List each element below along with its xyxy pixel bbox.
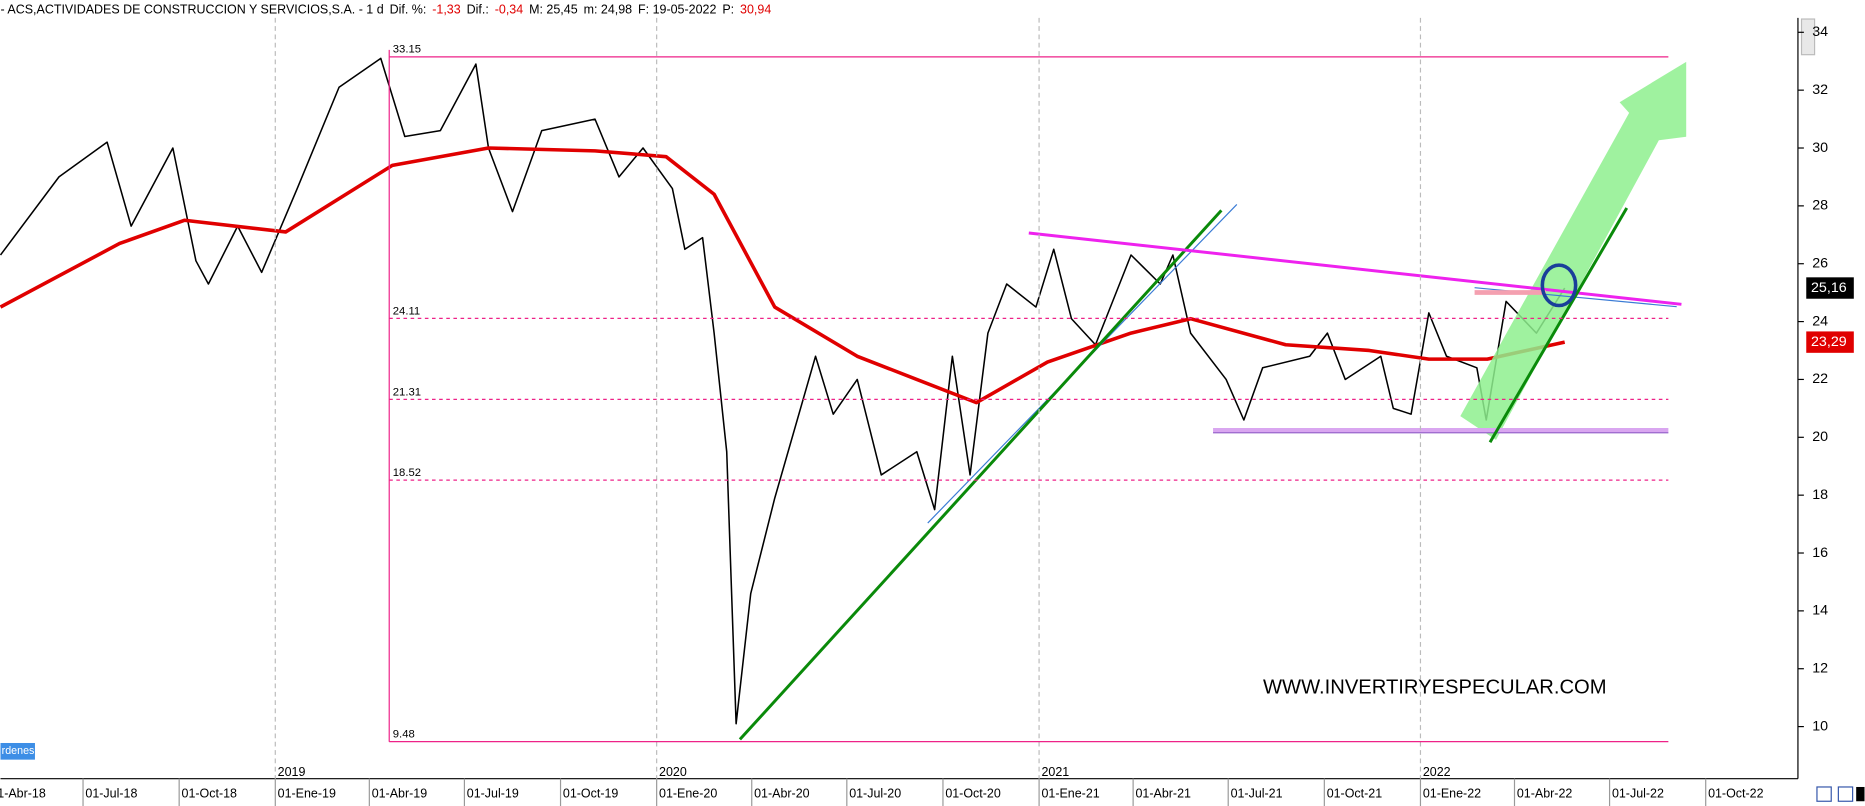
x-tick-label: 01-Abr-20 bbox=[754, 786, 810, 800]
price-badge bbox=[1806, 331, 1854, 353]
header-item: 30,94 bbox=[740, 3, 771, 17]
year-label: 2019 bbox=[278, 765, 306, 779]
watermark: WWW.INVERTIRYESPECULAR.COM bbox=[1263, 677, 1607, 699]
fib-label: 9.48 bbox=[393, 728, 415, 740]
y-tick-label: 18 bbox=[1812, 487, 1828, 503]
arrow-drawing bbox=[1460, 61, 1687, 440]
fib-label: 24.11 bbox=[393, 305, 420, 317]
y-tick-label: 34 bbox=[1812, 24, 1828, 40]
x-tick-label: 01-Abr-18 bbox=[0, 786, 46, 800]
y-tick-label: 22 bbox=[1812, 371, 1828, 387]
y-tick-label: 32 bbox=[1812, 82, 1828, 98]
resistance-line bbox=[1028, 231, 1682, 306]
x-tick-label: 01-Oct-22 bbox=[1708, 786, 1764, 800]
y-tick-label: 20 bbox=[1812, 429, 1828, 445]
x-tick-label: 01-Abr-21 bbox=[1135, 786, 1191, 800]
x-tick-label: 01-Ene-20 bbox=[659, 786, 717, 800]
x-tick-label: 01-Ene-21 bbox=[1041, 786, 1099, 800]
header-item: - ACS,ACTIVIDADES DE CONSTRUCCION Y SERV… bbox=[0, 3, 383, 17]
y-tick-label: 26 bbox=[1812, 255, 1828, 271]
price-badge bbox=[1806, 277, 1854, 299]
header: - ACS,ACTIVIDADES DE CONSTRUCCION Y SERV… bbox=[0, 3, 771, 17]
x-tick-label: 01-Abr-19 bbox=[372, 786, 428, 800]
x-tick-label: 01-Oct-20 bbox=[945, 786, 1001, 800]
x-tick-label: 01-Abr-22 bbox=[1517, 786, 1573, 800]
y-tick-label: 12 bbox=[1812, 660, 1828, 676]
year-label: 2022 bbox=[1423, 765, 1451, 779]
year-label: 2021 bbox=[1041, 765, 1069, 779]
moving-average bbox=[0, 146, 1566, 405]
x-tick-label: 01-Jul-21 bbox=[1231, 786, 1283, 800]
y-tick-label: 24 bbox=[1812, 313, 1828, 329]
price-badge-label: 25,16 bbox=[1811, 280, 1847, 296]
y-tick-label: 14 bbox=[1812, 603, 1828, 619]
header-item: -1,33 bbox=[432, 3, 460, 17]
year-label: 2020 bbox=[659, 765, 687, 779]
annotations bbox=[388, 49, 1687, 742]
tag-label[interactable]: rdenes bbox=[2, 745, 35, 757]
y-tick-label: 16 bbox=[1812, 545, 1828, 561]
y-tick-label: 30 bbox=[1812, 140, 1828, 156]
x-tick-label: 01-Ene-22 bbox=[1423, 786, 1481, 800]
fib-label: 33.15 bbox=[393, 44, 421, 56]
header-item: -0,34 bbox=[495, 3, 523, 17]
icon-button[interactable] bbox=[1816, 786, 1832, 802]
header-item: M: 25,45 bbox=[529, 3, 578, 17]
tag-box[interactable] bbox=[0, 742, 35, 760]
header-item: F: 19-05-2022 bbox=[638, 3, 716, 17]
trend-line bbox=[1488, 207, 1629, 443]
price-badge-label: 23,29 bbox=[1811, 334, 1847, 350]
x-tick-label: 01-Jul-18 bbox=[85, 786, 137, 800]
header-item: Dif.: bbox=[467, 3, 489, 17]
x-tick-label: 01-Jul-19 bbox=[467, 786, 519, 800]
x-tick-label: 01-Jul-22 bbox=[1612, 786, 1664, 800]
x-tick-label: 01-Ene-19 bbox=[278, 786, 336, 800]
trend-line bbox=[738, 209, 1223, 741]
x-tick-label: 01-Oct-21 bbox=[1327, 786, 1383, 800]
y-tick-label: 28 bbox=[1812, 198, 1828, 214]
icon-button[interactable] bbox=[1837, 786, 1854, 802]
x-tick-label: 01-Oct-19 bbox=[563, 786, 619, 800]
fib-label: 21.31 bbox=[393, 386, 421, 398]
header-item: Dif. %: bbox=[390, 3, 427, 17]
icon-button[interactable] bbox=[1856, 786, 1865, 802]
x-tick-label: 01-Oct-18 bbox=[182, 786, 238, 800]
header-item: P: bbox=[722, 3, 734, 17]
highlight-circle bbox=[1540, 263, 1578, 308]
fib-label: 18.52 bbox=[393, 467, 421, 479]
y-tick-label: 10 bbox=[1812, 718, 1828, 734]
x-tick-label: 01-Jul-20 bbox=[849, 786, 901, 800]
price-line bbox=[0, 57, 1566, 725]
header-item: m: 24,98 bbox=[584, 3, 633, 17]
scroll-handle[interactable] bbox=[1800, 18, 1816, 56]
